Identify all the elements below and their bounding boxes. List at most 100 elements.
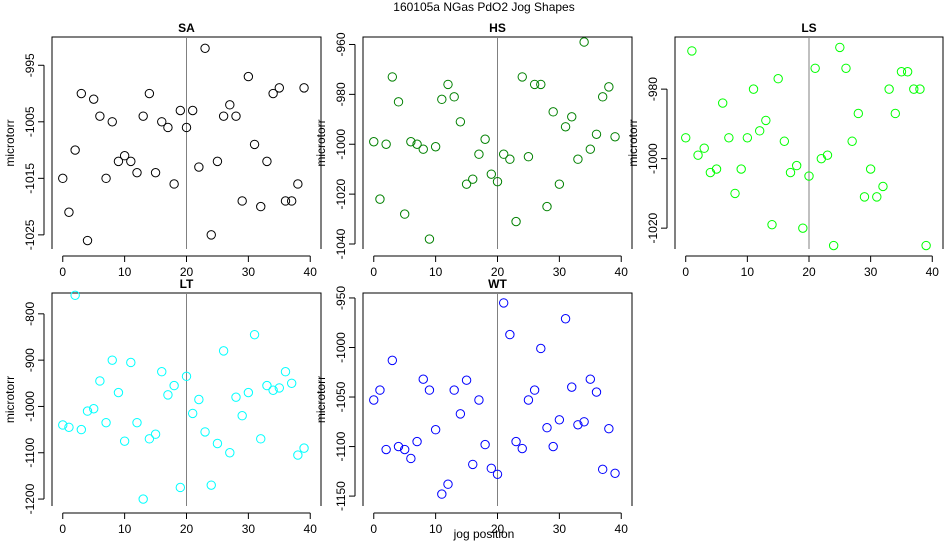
- x-tick-label-ls: 0: [682, 265, 689, 279]
- x-tick-label-wt: 30: [553, 522, 567, 536]
- data-point-sa: [243, 71, 254, 82]
- data-point-ls: [872, 192, 882, 202]
- y-axis-label-lt: microtorr: [3, 376, 17, 423]
- data-point-sa: [293, 179, 303, 189]
- data-point-lt: [157, 367, 167, 377]
- data-point-lt: [76, 424, 87, 435]
- data-point-hs: [579, 37, 589, 47]
- y-tick-label-ls: -1020: [646, 212, 660, 243]
- data-point-sa: [70, 145, 80, 155]
- data-point-hs: [418, 144, 428, 154]
- data-point-lt: [225, 448, 235, 458]
- x-tick-label-wt: 20: [491, 522, 505, 536]
- data-point-wt: [560, 314, 571, 324]
- x-tick-label-lt: 30: [242, 522, 256, 536]
- data-point-wt: [511, 436, 521, 447]
- data-point-sa: [150, 167, 161, 178]
- data-point-hs: [585, 144, 596, 154]
- data-point-ls: [754, 126, 765, 136]
- data-point-sa: [113, 156, 124, 167]
- x-tick-label-ls: 10: [741, 265, 755, 279]
- data-point-wt: [430, 425, 441, 435]
- data-point-sa: [231, 111, 241, 121]
- y-tick-label-wt: -1000: [334, 332, 348, 363]
- data-point-ls: [915, 84, 925, 94]
- data-point-sa: [144, 88, 155, 99]
- data-point-ls: [909, 84, 919, 94]
- data-point-sa: [200, 43, 210, 54]
- y-tick-label-wt: -1150: [334, 481, 348, 511]
- data-point-sa: [280, 196, 291, 206]
- data-point-hs: [486, 169, 497, 179]
- data-point-wt: [498, 298, 509, 308]
- data-point-wt: [461, 375, 472, 385]
- data-point-sa: [82, 235, 93, 246]
- data-point-lt: [293, 450, 303, 460]
- y-axis-label-ls: microtorr: [626, 119, 640, 166]
- data-point-sa: [194, 162, 204, 172]
- data-point-sa: [157, 117, 167, 127]
- y-tick-label-hs: -960: [334, 32, 348, 56]
- data-point-lt: [107, 355, 117, 365]
- data-point-wt: [474, 395, 484, 405]
- data-point-sa: [206, 230, 216, 240]
- data-point-lt: [231, 392, 241, 402]
- data-point-ls: [865, 164, 876, 174]
- x-tick-label-hs: 10: [429, 265, 443, 279]
- data-point-ls: [742, 133, 753, 143]
- data-point-wt: [399, 444, 410, 455]
- data-point-wt: [585, 374, 596, 384]
- x-tick-label-wt: 10: [429, 522, 443, 536]
- data-point-ls: [711, 164, 722, 174]
- data-point-hs: [511, 216, 521, 227]
- data-point-sa: [101, 173, 111, 184]
- data-point-hs: [369, 137, 379, 147]
- data-point-lt: [299, 443, 309, 453]
- data-point-wt: [375, 385, 385, 395]
- chart-panels: SA0 10 20 30 40-1025-1015-1005-995microtorrH…: [3, 21, 944, 536]
- data-point-lt: [150, 429, 161, 439]
- data-point-ls: [724, 133, 734, 143]
- data-point-sa: [274, 83, 285, 93]
- data-point-wt: [455, 409, 466, 419]
- data-point-ls: [816, 153, 827, 164]
- data-point-ls: [835, 42, 845, 53]
- panel-title-sa: SA: [178, 21, 195, 35]
- x-tick-label-ls: 20: [802, 265, 816, 279]
- data-point-ls: [761, 115, 771, 126]
- data-point-ls: [828, 240, 839, 251]
- data-point-wt: [523, 395, 534, 405]
- data-point-sa: [286, 196, 297, 206]
- data-point-hs: [610, 132, 620, 142]
- data-point-sa: [126, 156, 136, 167]
- data-point-hs: [529, 79, 540, 90]
- data-point-lt: [70, 290, 80, 301]
- data-point-sa: [181, 122, 192, 133]
- data-point-hs: [591, 129, 602, 139]
- x-tick-label-lt: 0: [59, 522, 66, 536]
- data-point-sa: [218, 111, 229, 121]
- data-point-sa: [256, 201, 266, 212]
- data-point-sa: [58, 173, 68, 184]
- data-point-hs: [498, 149, 509, 159]
- data-point-hs: [474, 149, 484, 159]
- y-tick-label-sa: -1015: [23, 163, 37, 194]
- data-point-lt: [169, 380, 179, 391]
- data-point-lt: [249, 329, 260, 340]
- data-point-lt: [82, 406, 93, 416]
- data-point-sa: [169, 179, 179, 189]
- data-point-lt: [181, 371, 192, 382]
- data-point-wt: [567, 382, 577, 392]
- y-tick-label-hs: -1000: [334, 129, 348, 160]
- data-point-hs: [560, 122, 571, 132]
- data-point-lt: [163, 390, 173, 400]
- x-tick-label-hs: 30: [553, 265, 567, 279]
- data-point-lt: [280, 367, 291, 377]
- data-point-lt: [101, 417, 111, 428]
- data-point-hs: [393, 97, 404, 107]
- data-point-sa: [138, 111, 148, 121]
- y-tick-label-wt: -950: [334, 286, 348, 310]
- y-tick-label-lt: -1100: [23, 438, 37, 468]
- x-tick-label-wt: 40: [615, 522, 629, 536]
